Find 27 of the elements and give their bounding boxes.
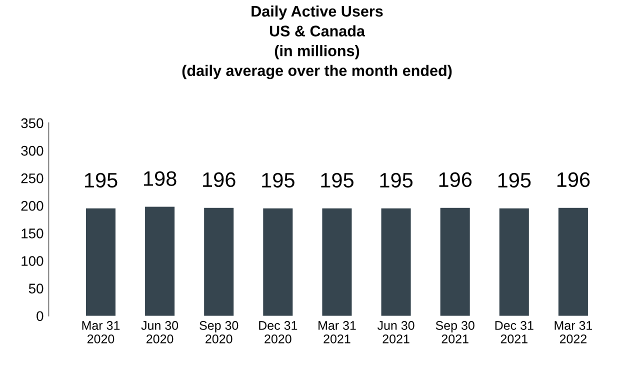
x-tick-label: Sep 30 2021 — [436, 321, 474, 344]
data-label: 196 — [203, 172, 236, 188]
data-label: 195 — [321, 172, 354, 188]
chart-title: Daily Active Users US & Canada (in millions) (daily average over the month ended) — [182, 5, 452, 80]
x-tick-label: Mar 31 2021 — [318, 321, 356, 344]
data-label: 196 — [557, 172, 590, 188]
data-label: 195 — [380, 172, 413, 188]
y-tick-label: 50 — [28, 284, 44, 294]
x-tick-label: Jun 30 2020 — [141, 321, 178, 344]
x-tick-label: Jun 30 2021 — [377, 321, 414, 344]
x-tick-label: Mar 31 2022 — [554, 321, 592, 344]
y-tick-label: 250 — [21, 173, 44, 184]
x-tick-label: Mar 31 2020 — [82, 321, 120, 344]
x-tick-label: Dec 31 2021 — [495, 321, 534, 344]
data-label: 195 — [262, 172, 294, 188]
data-label: 198 — [144, 171, 176, 186]
data-label: 195 — [84, 172, 118, 188]
data-label: 196 — [439, 172, 472, 188]
y-tick-label: 150 — [22, 228, 44, 238]
y-tick-label: 350 — [21, 118, 44, 128]
x-tick-label: Dec 31 2020 — [259, 321, 298, 344]
x-tick-label: Sep 30 2020 — [200, 321, 238, 344]
data-label: 195 — [498, 172, 531, 188]
y-tick-label: 100 — [22, 256, 44, 266]
y-tick-label: 300 — [21, 146, 44, 156]
y-tick-label: 0 — [36, 311, 44, 322]
y-tick-label: 200 — [21, 200, 44, 211]
